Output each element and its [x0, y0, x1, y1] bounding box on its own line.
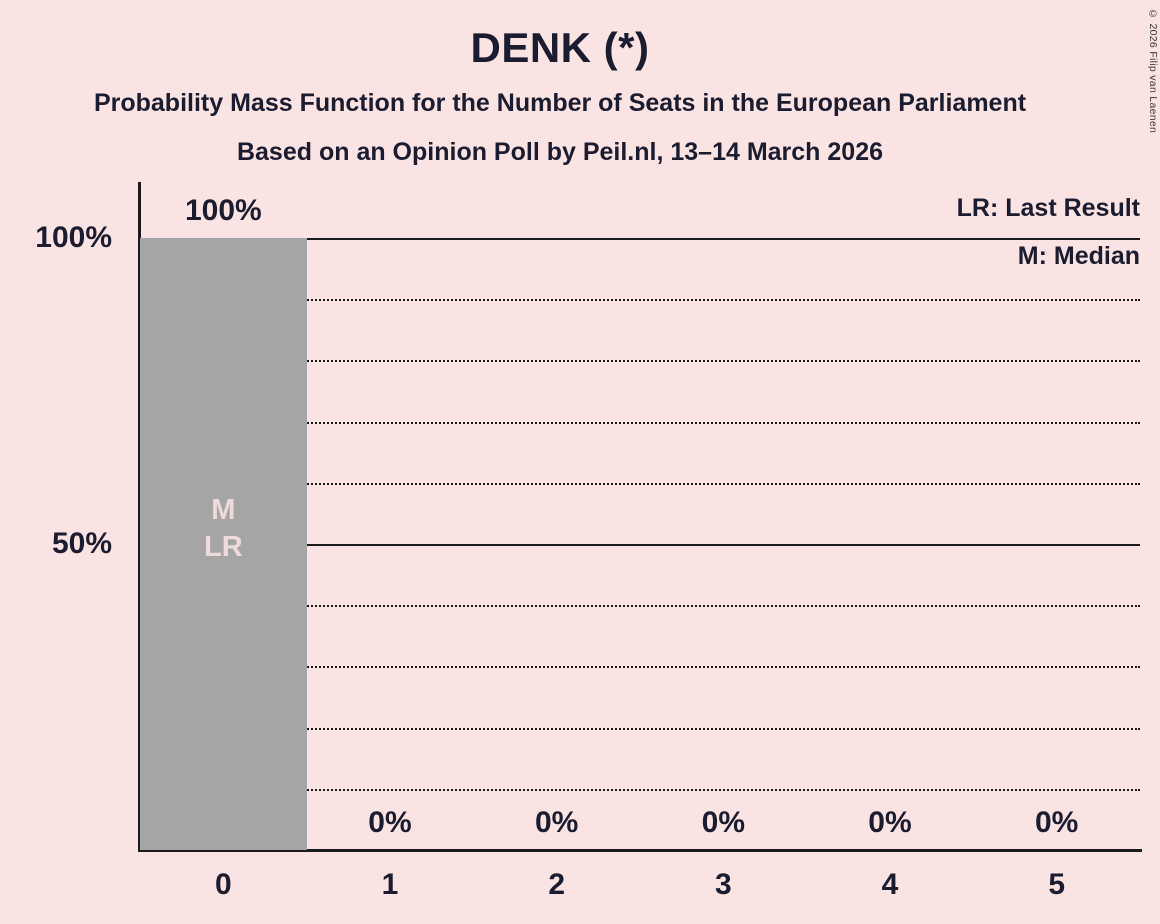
- plot-area: M LR 100% 0% 0% 0% 0% 0%: [140, 194, 1140, 850]
- y-axis-tick-label: 100%: [35, 221, 112, 254]
- gridline-dotted: [140, 666, 1140, 669]
- bar-median-lastresult-label: M LR: [203, 493, 243, 563]
- y-axis-line: [138, 182, 141, 852]
- x-axis-label: 4: [881, 868, 899, 901]
- bar-value-label: 0%: [701, 806, 745, 839]
- bar-value-label: 0%: [534, 806, 579, 839]
- legend: LR: Last Result M: Median: [957, 184, 1140, 280]
- chart-subtitle: Probability Mass Function for the Number…: [93, 89, 1027, 117]
- gridline-dotted: [140, 360, 1140, 363]
- bar-value-label: 0%: [1034, 806, 1079, 839]
- x-axis-label: 1: [381, 868, 399, 901]
- gridline-dotted: [140, 482, 1140, 485]
- x-axis-line: [138, 849, 1142, 852]
- copyright-text: © 2026 Filip van Laenen: [1147, 8, 1159, 134]
- x-axis-label: 0: [214, 868, 232, 901]
- legend-last-result-label: LR: Last Result: [956, 194, 1140, 222]
- gridline-solid: [140, 238, 1140, 240]
- y-axis-labels: 100% 50%: [0, 221, 126, 850]
- x-axis-label: 3: [714, 868, 732, 901]
- chart-poll-info: Based on an Opinion Poll by Peil.nl, 13–…: [236, 138, 884, 166]
- gridline-dotted: [140, 421, 1140, 424]
- legend-median-label: M: Median: [1017, 242, 1140, 270]
- gridline-dotted: [140, 727, 1140, 730]
- gridline-dotted: [140, 605, 1140, 608]
- bar-value-label: 100%: [184, 194, 262, 227]
- gridline-solid: [140, 544, 1140, 546]
- bar: M LR: [140, 238, 307, 850]
- bar-value-label: 0%: [368, 806, 412, 839]
- x-axis-labels: 0 1 2 3 4 5: [140, 868, 1140, 908]
- gridline-dotted: [140, 788, 1140, 791]
- y-axis-tick-label: 50%: [51, 527, 112, 560]
- x-axis-label: 2: [548, 868, 565, 901]
- bar-value-label: 0%: [868, 806, 912, 839]
- x-axis-label: 5: [1048, 868, 1065, 901]
- gridline-dotted: [140, 299, 1140, 302]
- chart-title: DENK (*): [470, 24, 650, 71]
